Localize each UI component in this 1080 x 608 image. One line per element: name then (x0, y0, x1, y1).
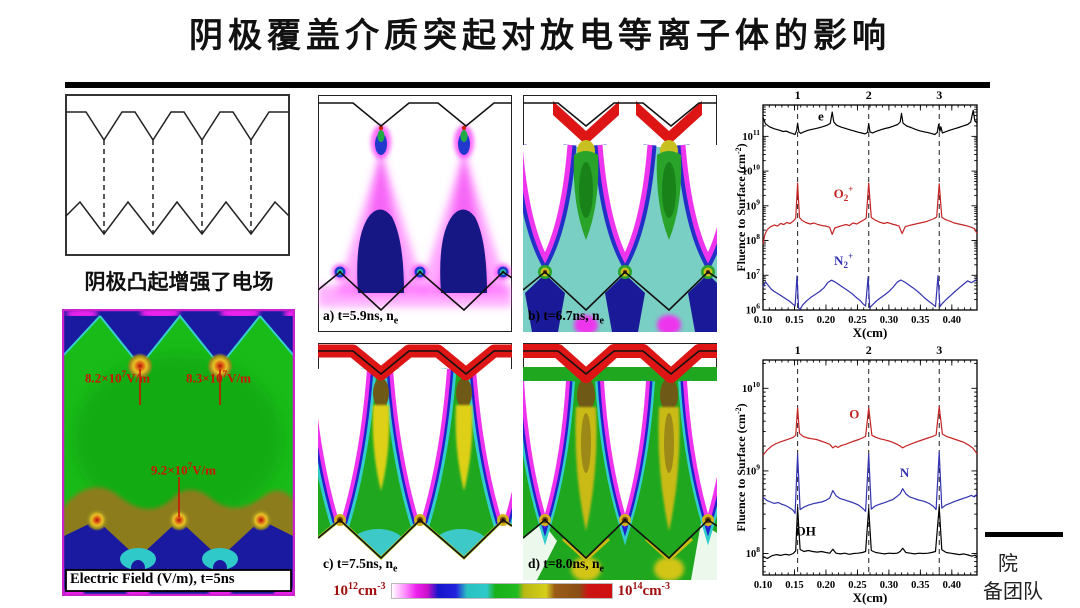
svg-text:108: 108 (746, 545, 761, 560)
svg-text:1: 1 (795, 88, 801, 102)
svg-text:OH: OH (796, 524, 816, 539)
svg-text:X(cm): X(cm) (853, 590, 888, 605)
svg-text:0.35: 0.35 (911, 315, 929, 326)
svg-text:0.10: 0.10 (754, 315, 772, 326)
watermark-rule (985, 532, 1063, 537)
streamer-plumes (553, 101, 702, 240)
svg-text:1010: 1010 (742, 380, 760, 395)
top-protrusion (180, 316, 260, 366)
field-hotspot (207, 353, 233, 379)
density-panel-c (318, 343, 512, 580)
density-panel-a (318, 95, 512, 332)
efield-value-label-2: 8.3×107V/m (186, 369, 252, 386)
watermark-line2: 备团队 (983, 581, 1043, 603)
panel-c-label: c) t=7.5ns, ne (323, 556, 398, 575)
top-electrode-outline (66, 111, 289, 142)
title-rule (65, 82, 990, 88)
watermark-line1: 院 (998, 553, 1018, 575)
svg-text:0.40: 0.40 (943, 315, 961, 326)
annotation-lines (139, 369, 221, 517)
efield-value-label-3: 9.2×107V/m (151, 461, 217, 478)
density-colorbar: 1012cm-3 1014cm-3 (333, 582, 670, 599)
svg-text:0.20: 0.20 (817, 580, 835, 591)
colorbar-max-label: 1014cm-3 (617, 581, 671, 599)
ion-core-blob (440, 209, 487, 293)
svg-text:3: 3 (936, 88, 942, 102)
svg-text:0.15: 0.15 (785, 315, 803, 326)
svg-text:N2+: N2+ (834, 251, 853, 270)
streamer-plumes (372, 378, 473, 491)
svg-text:0.30: 0.30 (880, 315, 898, 326)
colorbar-min-label: 1012cm-3 (333, 581, 386, 599)
svg-text:N: N (900, 465, 910, 480)
svg-text:0.20: 0.20 (817, 315, 835, 326)
svg-text:Fluence to Surface (cm-2): Fluence to Surface (cm-2) (735, 143, 748, 271)
efield-footer-text: Electric Field (V/m), t=5ns (70, 571, 235, 587)
field-hotspot (127, 353, 153, 379)
axis-dashed-lines (103, 140, 252, 234)
svg-text:3: 3 (936, 343, 942, 357)
bottom-electrode-outline (65, 200, 290, 236)
top-protrusion (100, 316, 180, 366)
panel-b-label: b) t=6.7ns, ne (528, 308, 604, 327)
density-panel-b (523, 95, 717, 332)
electric-field-contour-plot (62, 309, 295, 596)
svg-text:0.25: 0.25 (848, 580, 866, 591)
svg-text:e: e (818, 108, 824, 123)
svg-text:2: 2 (866, 88, 872, 102)
svg-text:O: O (849, 407, 859, 422)
svg-text:0.10: 0.10 (754, 580, 772, 591)
efield-footer-box (65, 569, 292, 592)
svg-text:0.25: 0.25 (848, 315, 866, 326)
streamer-plumes (575, 378, 680, 531)
svg-text:1: 1 (795, 343, 801, 357)
panel-a-label: a) t=5.9ns, ne (323, 308, 399, 327)
panel-d-label: d) t=8.0ns, ne (528, 556, 604, 575)
svg-text:Fluence to Surface (cm-2): Fluence to Surface (cm-2) (735, 403, 748, 531)
slide-title: 阴极覆盖介质突起对放电等离子体的影响 (189, 18, 891, 55)
svg-text:0.35: 0.35 (911, 580, 929, 591)
svg-text:0.15: 0.15 (785, 580, 803, 591)
electrode-geometry-schematic (65, 94, 290, 256)
fluence-chart-neutrals: 1 2 30.10 0.15 0.20 0.25 0.30 0.35 0.40108109101… (735, 343, 978, 605)
ion-core-blob (357, 209, 404, 293)
svg-text:1011: 1011 (742, 128, 760, 143)
svg-text:O2+: O2+ (834, 184, 854, 203)
fluence-chart-ions: 1 2 30.10 0.15 0.20 0.25 0.30 0.35 0.40106107108… (735, 88, 978, 340)
svg-text:0.30: 0.30 (880, 580, 898, 591)
colorbar-gradient (390, 582, 613, 599)
svg-text:X(cm): X(cm) (853, 325, 888, 340)
field-enhancement-caption: 阴极凸起增强了电场 (84, 270, 274, 294)
svg-text:0.40: 0.40 (943, 580, 961, 591)
efield-value-label-1: 8.2×107V/m (85, 369, 151, 386)
svg-text:2: 2 (866, 343, 872, 357)
density-panel-d (523, 343, 717, 580)
white-voids (523, 144, 717, 273)
